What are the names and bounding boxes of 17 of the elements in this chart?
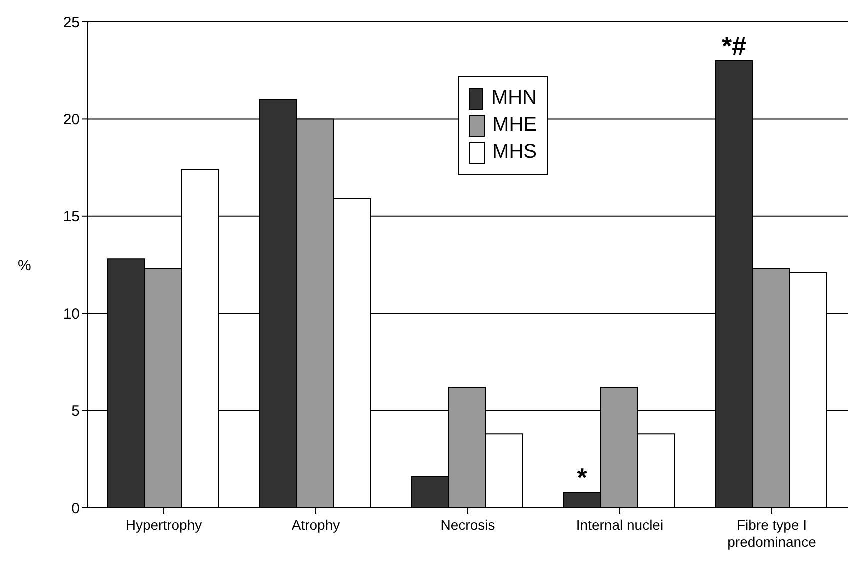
y-tick-label: 5 (72, 403, 80, 420)
x-tick-label: Fibre type I predominance (728, 517, 817, 550)
y-tick-label: 15 (63, 208, 80, 226)
y-tick-label: 10 (63, 306, 80, 323)
legend-label: MHE (492, 114, 537, 137)
y-tick-label: 20 (63, 112, 80, 129)
y-tick-label: 25 (63, 14, 80, 32)
legend-label: MHN (491, 87, 537, 110)
annotation: * (577, 462, 588, 492)
x-tick-label: Atrophy (292, 517, 340, 533)
x-tick-label: Internal nuclei (576, 517, 664, 533)
annotation: *# (722, 30, 748, 61)
legend-label: MHS (492, 141, 537, 164)
y-tick-label: 0 (72, 500, 80, 518)
y-axis-title: % (18, 257, 32, 274)
x-tick-label: Necrosis (440, 517, 496, 533)
x-tick-label: Hypertrophy (126, 517, 202, 533)
